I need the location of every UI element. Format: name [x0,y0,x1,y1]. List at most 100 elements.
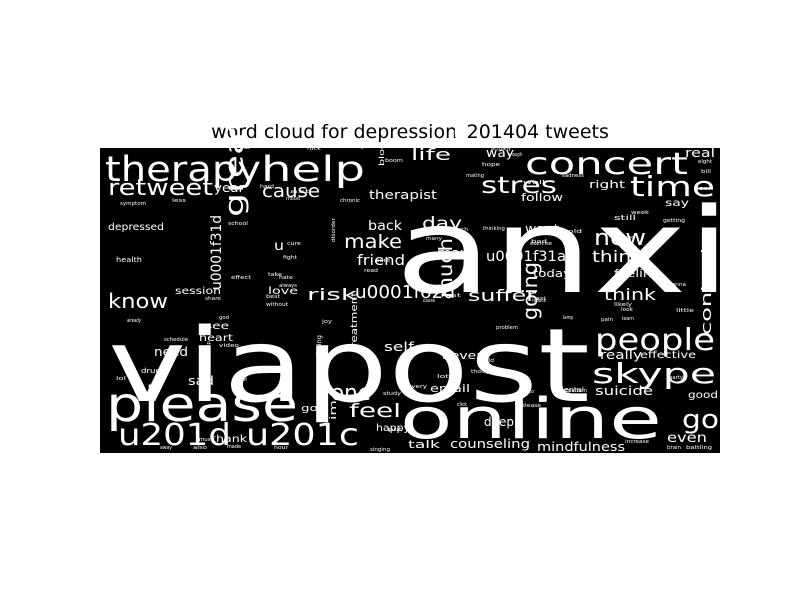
word-school: school [228,221,248,227]
word-sad: sad [188,374,214,388]
word-good: good [688,390,718,401]
word-talk: talk [408,438,441,451]
word-think: think [604,285,657,304]
chart-title: word cloud for depression_201404 tweets [211,121,609,143]
word-skype: skype [592,357,716,390]
word-really: really [600,348,642,362]
word-got: got [301,404,324,414]
word-make: make [344,231,402,253]
word-therapy: therapy [105,150,261,190]
word-blog: blog [378,142,386,166]
word-last: last [286,189,310,195]
word-already: already [127,318,141,324]
word-put: put [388,427,402,433]
word-feeling: feeling [614,267,660,280]
word-bad: bad [531,239,547,245]
word-hope: hope [482,162,500,168]
word-cause: cause [423,298,435,304]
word-world: world [478,358,494,364]
word-real: real [685,146,715,160]
word-year: year [214,181,244,195]
word-happy: happy [376,423,410,434]
word-actually: actually [491,146,511,152]
word-likely: likely [614,302,632,308]
word-back: back [368,219,403,234]
word-contact: contact [699,244,715,335]
word-hard: hard [260,184,274,190]
word-drug: drug [141,367,161,375]
word-people: people [595,323,715,358]
word-u0001f31a: u0001f31a [486,249,566,265]
word-week: week [631,210,649,216]
word-study: study [383,391,401,397]
word-getting: getting [663,218,685,224]
word-love: love [268,286,298,297]
word-thought: thought [471,369,495,375]
word-follow: follow [521,191,563,204]
word-cancer: cancer [237,377,248,383]
word-used: used [621,235,635,241]
word-bill: bill [701,169,711,175]
word-such: such [454,227,468,233]
word-mindfulness: mindfulness [537,440,625,454]
word-effect: effect [231,275,251,281]
word-postpartum: postpartum [557,388,587,394]
word-trying: trying [229,144,247,150]
word-rt: rt [446,110,474,150]
word-please: please [106,377,298,433]
word-email: email [430,382,470,395]
word-god: god [219,315,229,321]
word-singing: singing [370,447,390,453]
word-sleep: sleep [206,341,212,355]
word-thank: thank [211,434,247,445]
word-sadness: sadness [562,173,584,179]
word-thinking: thinking [483,226,505,232]
word-right: right [589,178,626,191]
word-cure: cure [287,241,301,247]
word-pain: pain [601,317,613,323]
word-u: u [274,239,284,254]
word-viapost: viapost [108,307,590,426]
word-work: work [536,296,546,302]
word-hour: hour [274,445,289,451]
word-life: life [411,145,451,164]
word-fight: fight [283,255,297,261]
word-feel: feel [349,400,401,422]
word-best: best [266,294,280,300]
word-go: go [682,405,719,435]
word-sure: sure [376,258,390,264]
word-therapist: therapist [369,188,437,202]
word-want: want [525,222,559,236]
word-problem: problem [496,325,518,331]
word-effective: effective [640,350,696,361]
word-u0001f62d: u0001f62d [355,282,455,303]
word-health: health [116,256,142,264]
word-well: well [523,180,545,186]
word-friend: friend [357,253,405,269]
word-one: one [331,381,371,406]
word-lot: lot [437,374,449,380]
word-brain: brain [667,445,681,451]
word-many: many [426,236,442,242]
word-less: less [172,198,187,204]
word-u0001f31d: u0001f31d [209,215,225,290]
word-reduce: reduce [532,298,546,304]
word-gonna: gonna [668,282,686,288]
word-girl: girl [245,144,259,150]
word-battling: battling [686,445,712,451]
word-exercise: exercise [530,241,552,247]
word-stres: stres [481,173,557,199]
word-time: time [630,170,715,203]
word-cloud-background [100,148,720,453]
word-symptom: symptom [120,201,146,207]
word-mood: mood [286,196,300,202]
word-treatment: treatment [350,291,360,352]
word-fuck: fuck [307,146,321,152]
word-without: without [266,302,288,308]
word-mating: mating [466,173,484,179]
word-help: help [261,150,365,190]
word-depressed: depressed [108,222,164,233]
word-old: old [568,229,582,235]
word-every: every [407,384,427,390]
word-cause: cause [262,181,320,202]
